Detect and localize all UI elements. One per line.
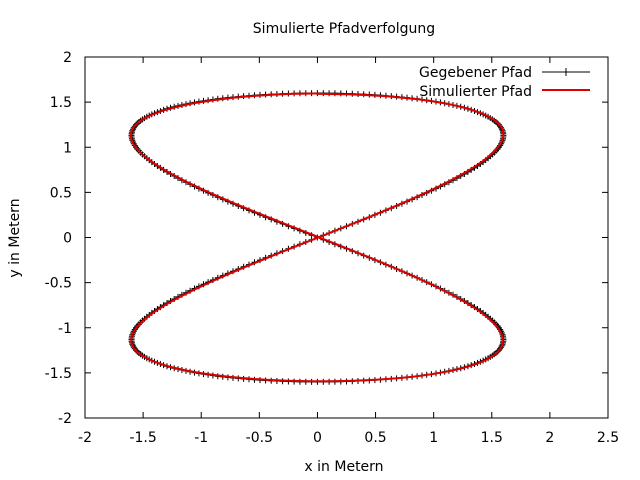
legend: Gegebener Pfad Simulierter Pfad: [419, 65, 590, 100]
x-tick-label: 1: [429, 430, 438, 446]
y-tick-label: 0: [63, 231, 72, 247]
x-tick-label: 2: [545, 430, 554, 446]
series-line-simulierter-pfad: [129, 92, 505, 383]
axis-ticks: -2 -1.5 -1 -0.5 0 0.5 1 1.5 2 2.5 -2 -1.5 -1 -0.5 0 0.5…: [45, 50, 619, 446]
x-axis-label: x in Metern: [304, 459, 383, 475]
y-tick-label: 1.5: [50, 95, 72, 111]
x-tick-label: 2.5: [597, 430, 619, 446]
x-tick-label: 1.5: [481, 430, 503, 446]
legend-label-gegebener-pfad: Gegebener Pfad: [419, 65, 532, 81]
y-axis-label: y in Metern: [7, 198, 23, 277]
x-tick-label: -0.5: [246, 430, 273, 446]
y-tick-label: -1: [58, 321, 72, 337]
plot-area: [128, 90, 507, 385]
x-tick-label: -2: [78, 430, 92, 446]
y-tick-label: -0.5: [45, 276, 72, 292]
y-tick-label: 1: [63, 140, 72, 156]
y-tick-label: -1.5: [45, 366, 72, 382]
y-tick-label: -2: [58, 411, 72, 427]
y-tick-label: 2: [63, 50, 72, 66]
x-tick-label: -1: [194, 430, 208, 446]
legend-label-simulierter-pfad: Simulierter Pfad: [419, 84, 532, 100]
x-tick-label: 0: [313, 430, 322, 446]
x-tick-label: -1.5: [129, 430, 156, 446]
plot-frame: [84, 56, 609, 419]
chart-title: Simulierte Pfadverfolgung: [253, 21, 435, 37]
y-tick-label: 0.5: [50, 185, 72, 201]
x-tick-label: 0.5: [364, 430, 386, 446]
